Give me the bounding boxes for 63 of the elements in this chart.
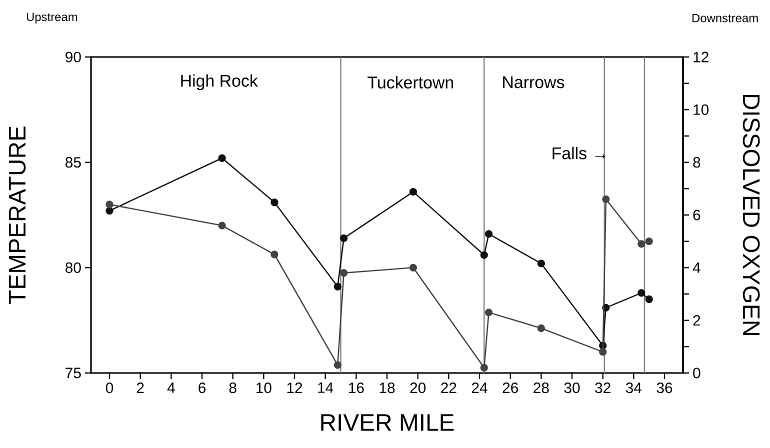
annotation: Tuckertown bbox=[368, 76, 454, 89]
point bbox=[270, 198, 278, 206]
x-axis-title: RIVER MILE bbox=[321, 414, 454, 431]
y2-tick-label: 6 bbox=[693, 210, 700, 220]
x-tick-label: 26 bbox=[502, 382, 518, 394]
y2-tick-label: 0 bbox=[693, 368, 700, 378]
point bbox=[218, 222, 226, 230]
x-tick-label: 8 bbox=[229, 382, 236, 394]
y-tick-label: 75 bbox=[66, 368, 81, 378]
x-tick-label: 4 bbox=[167, 382, 175, 393]
point bbox=[106, 206, 114, 215]
point bbox=[340, 269, 348, 277]
point bbox=[645, 237, 653, 246]
x-tick-label: 16 bbox=[349, 382, 364, 394]
y2-tick-label: 2 bbox=[693, 315, 700, 326]
point bbox=[484, 308, 493, 316]
x-tick-label: 32 bbox=[595, 382, 610, 394]
text: Downstream bbox=[692, 14, 758, 22]
point bbox=[270, 250, 278, 258]
x-tick-label: 34 bbox=[626, 382, 642, 394]
y2-tick-label: 8 bbox=[693, 157, 700, 168]
point bbox=[537, 260, 546, 268]
x-tick-label: 36 bbox=[656, 382, 672, 394]
annotation: High Rock bbox=[181, 74, 258, 90]
point bbox=[638, 289, 646, 297]
point bbox=[484, 230, 493, 238]
point bbox=[334, 282, 342, 290]
x-tick-label: 18 bbox=[380, 382, 395, 394]
x-tick-label: 22 bbox=[441, 382, 456, 393]
x-tick-label: 2 bbox=[136, 382, 144, 393]
x-tick-label: 10 bbox=[256, 382, 272, 394]
y2-tick-label: 12 bbox=[694, 52, 708, 62]
y2-tick-label: 10 bbox=[694, 104, 709, 115]
annotation: Falls → bbox=[552, 146, 606, 160]
x-tick-label: 20 bbox=[410, 382, 426, 394]
annotation: Narrows bbox=[503, 76, 564, 88]
x-tick-label: 28 bbox=[534, 382, 549, 394]
point bbox=[602, 195, 610, 204]
x-tick-label: 6 bbox=[198, 382, 206, 394]
point bbox=[537, 324, 546, 332]
point bbox=[409, 264, 418, 272]
point bbox=[334, 361, 342, 369]
point bbox=[106, 200, 114, 208]
point bbox=[480, 251, 488, 259]
y-tick-label: 85 bbox=[66, 157, 81, 168]
y2-tick-label: 4 bbox=[692, 262, 700, 273]
x-tick-label: 30 bbox=[564, 382, 580, 394]
point bbox=[638, 240, 646, 248]
point bbox=[218, 154, 226, 162]
point bbox=[409, 188, 418, 196]
x-tick-label: 0 bbox=[106, 382, 114, 394]
x-tick-label: 12 bbox=[287, 382, 302, 393]
point bbox=[599, 348, 607, 356]
x-tick-label: 14 bbox=[318, 382, 334, 393]
point bbox=[480, 364, 488, 372]
y2-axis-title: DISSOLVED OXYGEN bbox=[742, 94, 760, 336]
point bbox=[340, 234, 348, 242]
y-tick-label: 80 bbox=[66, 262, 81, 273]
x-tick-label: 24 bbox=[472, 382, 488, 393]
y-axis-title: TEMPERATURE bbox=[8, 126, 26, 304]
y-tick-label: 90 bbox=[66, 52, 81, 62]
point bbox=[645, 295, 653, 304]
text: Upstream bbox=[26, 12, 78, 24]
